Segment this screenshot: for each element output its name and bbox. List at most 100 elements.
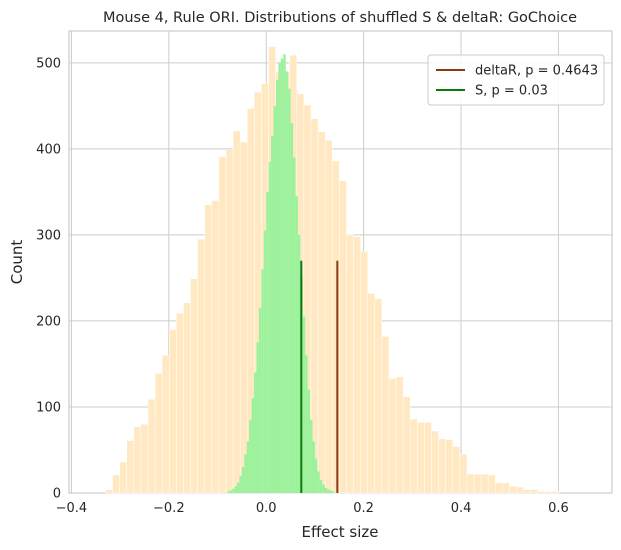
- histogram-bar: [227, 491, 230, 493]
- histogram-bar: [295, 196, 298, 493]
- histogram-bar: [317, 471, 320, 493]
- histogram-bar: [459, 454, 468, 494]
- histogram-bar: [278, 62, 281, 494]
- histogram-bar: [283, 54, 286, 493]
- histogram-bar: [331, 491, 335, 493]
- histogram-bar: [310, 419, 313, 493]
- histogram-bar: [353, 236, 361, 494]
- histogram-bar: [268, 161, 272, 494]
- histogram-bar: [169, 329, 177, 494]
- histogram-bar: [516, 486, 524, 494]
- histogram-bar: [112, 474, 120, 494]
- x-tick-label: 0.2: [353, 501, 374, 516]
- x-tick-label: 0.4: [451, 501, 472, 516]
- histogram-bar: [445, 439, 453, 494]
- histogram-bar: [285, 71, 289, 493]
- histogram-bar: [244, 454, 247, 493]
- histogram-bar: [431, 430, 439, 494]
- x-tick-labels: −0.4 −0.2 0.0 0.2 0.4 0.6: [56, 501, 569, 516]
- x-tick-label: 0.0: [256, 501, 277, 516]
- histogram-bar: [147, 398, 156, 494]
- histogram-bar: [381, 336, 390, 494]
- threshold-lines: [300, 260, 339, 493]
- legend-label-S: S, p = 0.03: [475, 84, 548, 99]
- histogram-bar: [494, 482, 503, 494]
- histogram-bar: [105, 489, 113, 494]
- x-tick-label: −0.4: [56, 501, 88, 516]
- histogram-bar: [119, 461, 128, 494]
- histogram-bar: [502, 482, 510, 494]
- histogram-bar: [126, 440, 135, 494]
- histogram-bar: [161, 355, 170, 494]
- y-tick-label: 300: [36, 228, 61, 243]
- histogram-bar: [241, 467, 245, 493]
- histogram-bar: [452, 446, 461, 494]
- legend-label-deltaR: deltaR, p = 0.4643: [475, 64, 598, 79]
- y-tick-label: 500: [36, 56, 61, 71]
- histogram-bar: [251, 398, 255, 493]
- histogram-bar: [324, 140, 333, 494]
- histogram-bar: [327, 489, 330, 493]
- histogram-bar: [249, 419, 252, 493]
- histogram-bar: [480, 473, 489, 494]
- histogram-bar: [232, 488, 235, 493]
- y-tick-labels: 0 100 200 300 400 500: [36, 56, 61, 501]
- histogram-bar: [473, 473, 482, 494]
- histogram-bar: [176, 312, 184, 494]
- histogram-bar: [229, 490, 233, 493]
- histogram-bar: [256, 342, 259, 493]
- y-tick-label: 100: [36, 400, 61, 415]
- histogram-bar: [395, 376, 404, 494]
- histogram-bar: [319, 480, 323, 493]
- y-tick-label: 200: [36, 314, 61, 329]
- histogram-bar: [424, 422, 432, 494]
- histogram-bar: [133, 426, 142, 494]
- histogram-bar: [297, 234, 301, 493]
- histogram-bar: [322, 484, 325, 493]
- chart-title: Mouse 4, Rule ORI. Distributions of shuf…: [103, 10, 577, 26]
- legend-box: [427, 54, 605, 106]
- histogram-bar: [487, 474, 496, 494]
- x-tick-label: −0.2: [153, 501, 185, 516]
- histogram-bar: [275, 80, 279, 493]
- histogram-bar: [314, 458, 318, 493]
- histogram-bar: [417, 422, 425, 494]
- histogram-bar: [374, 298, 383, 494]
- histogram-bar: [388, 378, 397, 494]
- y-axis-title: Count: [8, 240, 26, 285]
- histogram-bar: [537, 491, 546, 494]
- y-tick-label: 0: [53, 487, 61, 502]
- histogram-bar: [280, 58, 284, 493]
- histogram-bar: [551, 491, 560, 494]
- histogram-bar: [530, 489, 539, 494]
- histogram-bar: [273, 105, 276, 494]
- histogram-bar: [190, 278, 198, 494]
- histogram-bar: [246, 441, 250, 493]
- histogram-bar: [402, 396, 411, 494]
- histogram-bar: [317, 131, 326, 494]
- histogram-bar: [232, 130, 241, 494]
- histogram-bar: [339, 180, 347, 494]
- histogram-bar: [239, 141, 248, 494]
- histogram-bar: [154, 373, 163, 494]
- histogram-bar: [271, 135, 274, 494]
- histogram-bar: [329, 490, 332, 493]
- series-S-bars: [227, 54, 335, 494]
- histogram-bar: [544, 491, 553, 494]
- histogram-bar: [307, 389, 311, 493]
- histogram-bar: [258, 308, 262, 493]
- histogram-bar: [254, 372, 257, 493]
- histogram-bar: [218, 156, 227, 494]
- histogram-bar: [183, 302, 191, 494]
- histogram-bar: [211, 200, 220, 494]
- histogram-bar: [288, 88, 291, 493]
- histogram-bar: [360, 250, 368, 494]
- histogram-bar: [523, 489, 531, 494]
- histogram-bar: [302, 316, 306, 493]
- histogram-bar: [409, 418, 418, 494]
- histogram-bar: [466, 473, 475, 494]
- histogram-bar: [312, 441, 315, 493]
- y-tick-label: 400: [36, 142, 61, 157]
- legend: deltaR, p = 0.4643 S, p = 0.03: [427, 54, 605, 106]
